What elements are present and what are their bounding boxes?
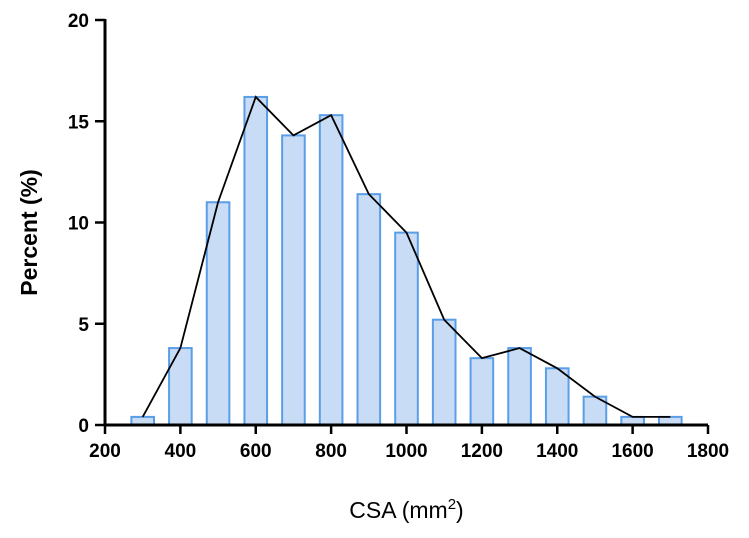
bar-600 (243, 95, 269, 426)
bar-1300 (507, 347, 532, 426)
x-tick-label-1200: 1200 (461, 441, 503, 462)
x-axis-title-suffix: ) (456, 497, 464, 523)
y-tick-label-20: 20 (68, 11, 89, 32)
y-tick-label-10: 10 (68, 214, 89, 235)
bar-1100 (431, 318, 457, 427)
x-tick-label-200: 200 (89, 441, 121, 462)
bar-800 (318, 114, 344, 427)
axes-group (95, 18, 710, 434)
x-tick-label-400: 400 (165, 441, 197, 462)
frequency-polygon-line (141, 95, 671, 418)
y-tick-labels: 0 5 10 15 20 (68, 11, 90, 437)
x-axis-title: CSA (mm2) (349, 496, 463, 523)
bars-group (130, 95, 683, 427)
x-tick-label-800: 800 (315, 441, 347, 462)
y-axis-title: Percent (%) (16, 169, 42, 296)
x-tick-label-1600: 1600 (611, 441, 653, 462)
bar-700 (281, 134, 306, 427)
bar-900 (356, 193, 382, 426)
bar-1400 (544, 367, 570, 426)
x-tick-label-1800: 1800 (687, 441, 729, 462)
y-tick-label-0: 0 (78, 416, 89, 437)
bar-1200 (469, 357, 495, 426)
x-tick-labels: 200 400 600 800 1000 1200 1400 1600 1800 (89, 441, 729, 462)
y-tick-label-15: 15 (68, 112, 90, 133)
x-tick-label-1000: 1000 (385, 441, 427, 462)
bar-1000 (394, 231, 419, 426)
x-tick-label-1400: 1400 (536, 441, 578, 462)
bar-400 (168, 347, 193, 426)
x-axis-title-main: CSA (mm (349, 497, 447, 523)
x-tick-label-600: 600 (240, 441, 272, 462)
x-axis-title-superscript: 2 (448, 496, 456, 513)
y-tick-label-5: 5 (78, 315, 89, 336)
